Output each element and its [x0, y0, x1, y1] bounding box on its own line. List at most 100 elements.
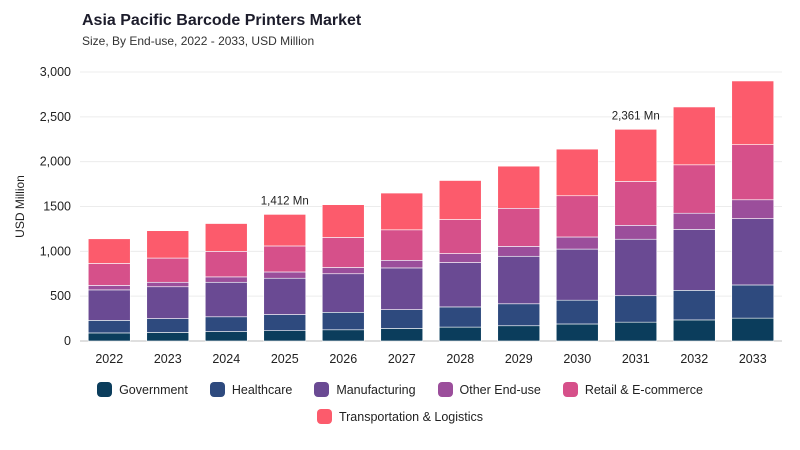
data-label: 1,412 Mn	[261, 195, 309, 207]
bar-segment	[380, 192, 424, 231]
x-tick-label: 2031	[622, 352, 650, 366]
legend-row-1: Government Healthcare Manufacturing Othe…	[0, 382, 800, 397]
bar-segment	[614, 321, 658, 342]
bar-segment	[555, 323, 599, 342]
bar-segment	[321, 312, 365, 331]
bar-segment	[672, 106, 716, 166]
bar-segment	[321, 204, 365, 238]
y-tick-label: 0	[64, 334, 71, 348]
legend-item-manufacturing: Manufacturing	[314, 382, 416, 397]
bar-segment	[497, 246, 541, 257]
bar-segment	[146, 286, 190, 319]
bar-segment	[380, 267, 424, 310]
bar-segment	[204, 331, 248, 342]
bar-segment	[555, 148, 599, 197]
bar-segment	[87, 289, 131, 321]
bar-segment	[672, 319, 716, 342]
bar-segment	[263, 314, 307, 331]
x-tick-label: 2030	[563, 352, 591, 366]
bar-segment	[146, 257, 190, 283]
bar-segment	[731, 144, 775, 201]
bar-segment	[87, 263, 131, 286]
bar-segment	[438, 219, 482, 254]
x-tick-label: 2028	[446, 352, 474, 366]
bar-segment	[263, 214, 307, 247]
chart-title: Asia Pacific Barcode Printers Market	[82, 12, 362, 29]
bar-segment	[614, 295, 658, 323]
bar-segment	[87, 238, 131, 264]
x-tick-label: 2032	[680, 352, 708, 366]
y-tick-label: 2,500	[40, 110, 71, 124]
bar-segment	[146, 318, 190, 333]
legend-label: Government	[119, 382, 188, 397]
bar-segment	[672, 229, 716, 291]
bar-segment	[614, 238, 658, 297]
legend-swatch	[562, 382, 578, 397]
bar-segment	[87, 320, 131, 334]
legend-swatch	[314, 382, 330, 397]
bar-segment	[380, 328, 424, 342]
legend-label: Healthcare	[231, 382, 293, 397]
bar-segment	[204, 276, 248, 283]
bar-segment	[672, 290, 716, 321]
legend-item-healthcare: Healthcare	[209, 382, 293, 397]
bar-segment	[380, 309, 424, 329]
x-tick-label: 2033	[739, 352, 767, 366]
legend-row-2: Transportation & Logistics	[0, 409, 800, 424]
x-tick-label: 2025	[271, 352, 299, 366]
bar-segment	[263, 245, 307, 273]
bar-segment	[204, 251, 248, 278]
y-tick-label: 1500	[43, 200, 71, 214]
bar-segment	[731, 80, 775, 145]
bar-segment	[204, 223, 248, 252]
bar-segment	[321, 267, 365, 275]
legend-label: Manufacturing	[336, 382, 416, 397]
bar-segment	[438, 306, 482, 328]
bar-segment	[731, 284, 775, 319]
bar-segment	[321, 237, 365, 268]
x-tick-label: 2027	[388, 352, 416, 366]
bar-segment	[438, 253, 482, 263]
legend-swatch	[209, 382, 225, 397]
bar-segment	[555, 299, 599, 325]
legend-swatch	[316, 409, 332, 424]
bar-segment	[614, 225, 658, 240]
y-axis-title: USD Million	[13, 175, 27, 238]
y-tick-label: 3,000	[40, 65, 71, 79]
x-tick-label: 2023	[154, 352, 182, 366]
legend-item-transportation-logistics: Transportation & Logistics	[316, 409, 484, 424]
x-tick-label: 2026	[329, 352, 357, 366]
bar-segment	[87, 332, 131, 342]
bar-segment	[263, 330, 307, 342]
chart-subtitle: Size, By End-use, 2022 - 2033, USD Milli…	[82, 34, 315, 48]
data-label: 2,361 Mn	[612, 110, 660, 122]
bar-segment	[555, 248, 599, 301]
legend-swatch	[97, 382, 113, 397]
bar-segment	[731, 317, 775, 342]
y-tick-label: 500	[50, 289, 71, 303]
bar-segment	[263, 277, 307, 315]
bar-segment	[497, 207, 541, 247]
bar-segment	[672, 212, 716, 230]
bar-segment	[204, 281, 248, 318]
x-tick-label: 2022	[95, 352, 123, 366]
legend-swatch	[437, 382, 453, 397]
bar-segment	[321, 273, 365, 313]
bar-segment	[438, 180, 482, 220]
legend-label: Other End-use	[459, 382, 541, 397]
bar-segment	[497, 165, 541, 209]
legend-item-other-end-use: Other End-use	[437, 382, 541, 397]
bar-segment	[731, 199, 775, 219]
legend-item-retail-ecommerce: Retail & E-commerce	[562, 382, 703, 397]
legend-item-government: Government	[97, 382, 188, 397]
bar-segment	[672, 164, 716, 214]
bar-segment	[87, 285, 131, 291]
x-tick-label: 2024	[212, 352, 240, 366]
bar-segment	[380, 229, 424, 261]
y-tick-label: 2,000	[40, 155, 71, 169]
bar-segment	[731, 218, 775, 286]
legend-label: Transportation & Logistics	[338, 409, 484, 424]
bar-segment	[380, 259, 424, 269]
bar-segment	[555, 195, 599, 238]
